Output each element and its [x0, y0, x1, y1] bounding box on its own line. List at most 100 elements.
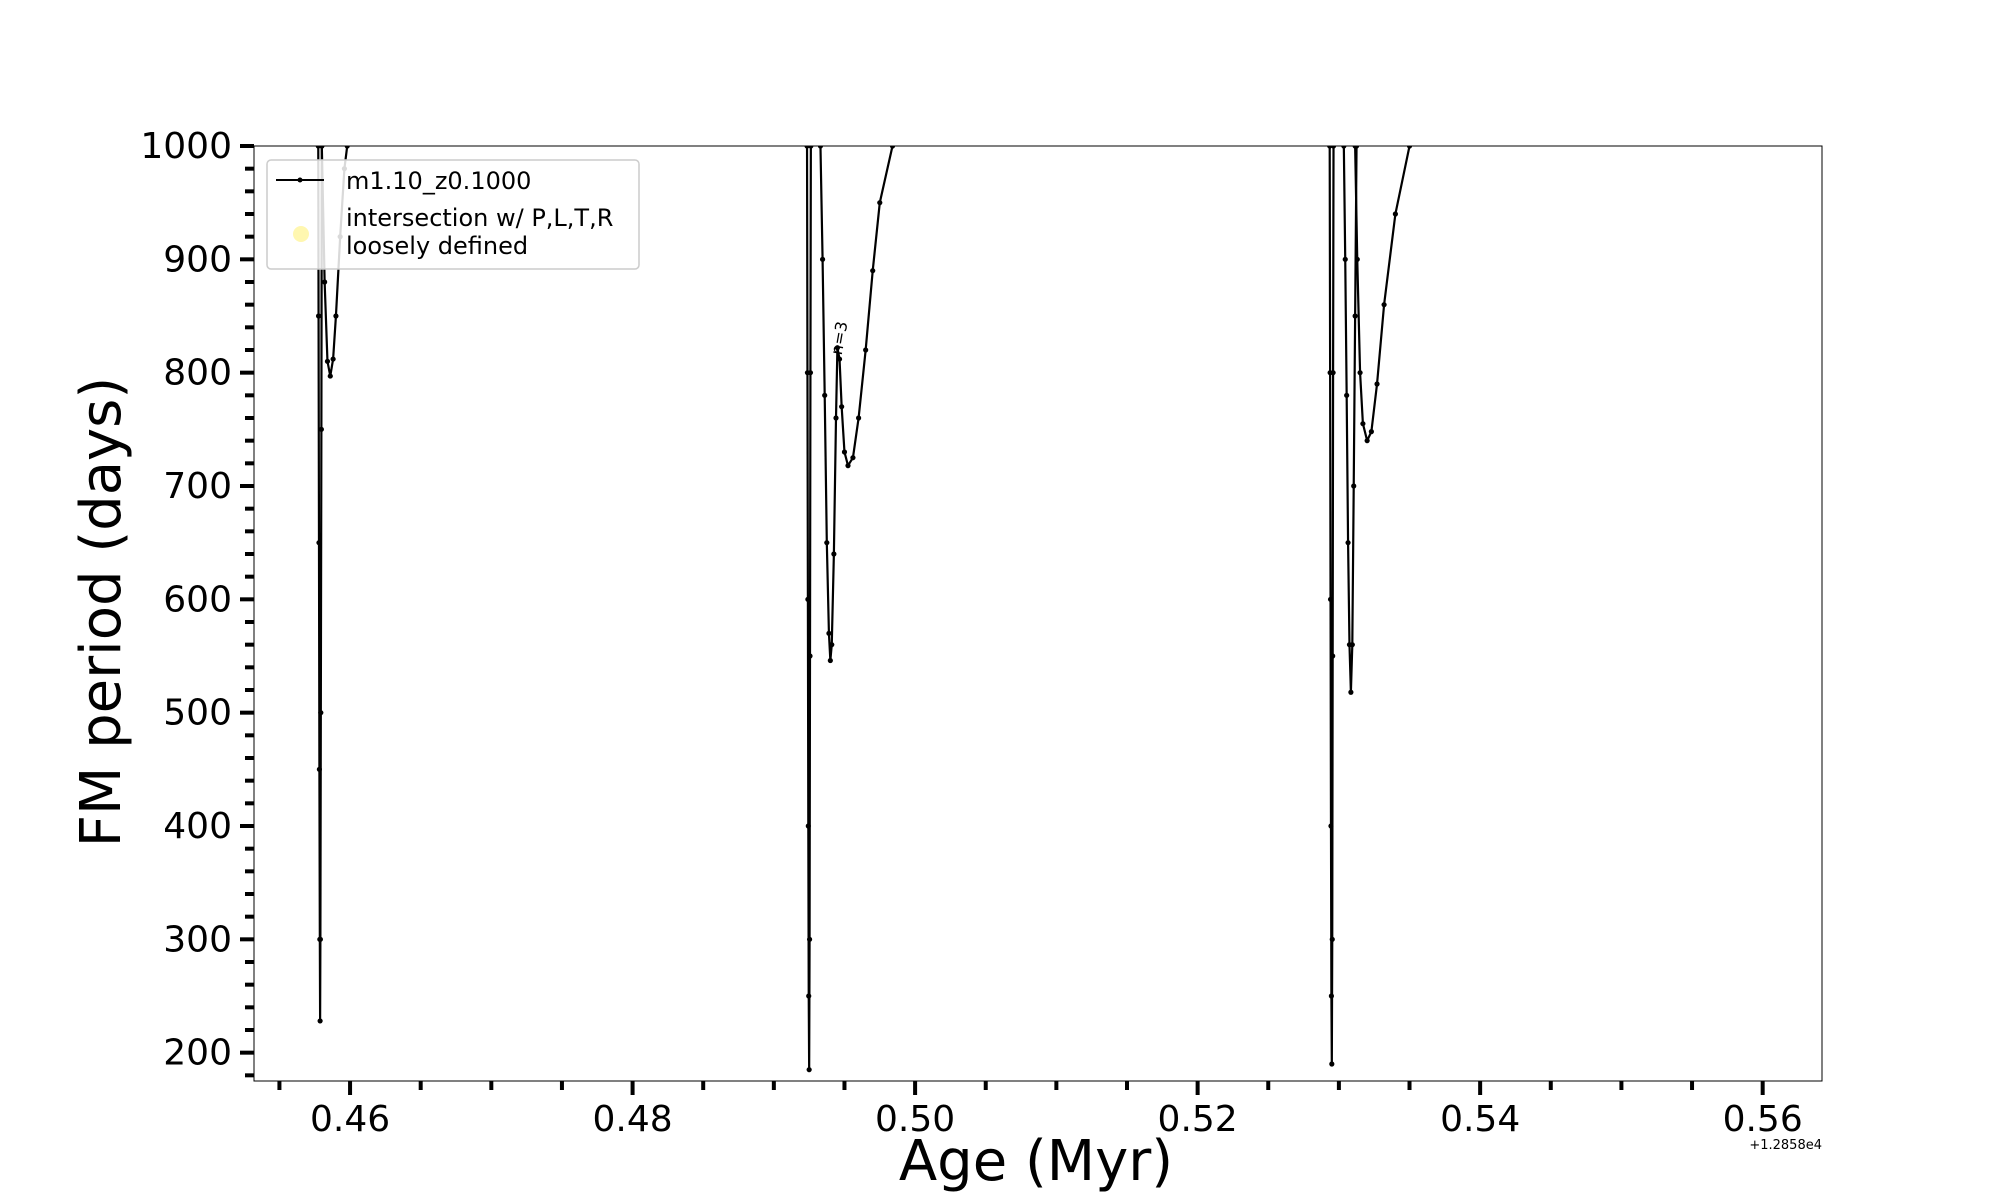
- series-point: [889, 146, 896, 149]
- series-point: [807, 370, 814, 376]
- series-point: [1348, 689, 1354, 695]
- x-tick-label: 0.52: [1158, 1099, 1238, 1140]
- series-point: [808, 146, 814, 149]
- series-point: [1352, 313, 1358, 319]
- series-point: [1341, 146, 1347, 149]
- series-point: [1330, 370, 1336, 376]
- x-axis-label: Age (Myr): [899, 1129, 1173, 1194]
- series-point: [806, 1067, 812, 1073]
- series-point: [1328, 823, 1334, 829]
- x-axis-offset-label: +1.2858e4: [1749, 1138, 1822, 1153]
- x-tick-label: 0.48: [593, 1099, 673, 1140]
- series-point: [1392, 211, 1398, 217]
- series-point: [839, 404, 845, 410]
- series-point: [330, 356, 336, 362]
- legend-label-series: m1.10_z0.1000: [346, 167, 531, 195]
- series-point: [1344, 392, 1350, 398]
- series-point: [850, 455, 856, 461]
- series-point: [824, 540, 830, 546]
- series-point: [1329, 936, 1335, 942]
- series-point: [1328, 993, 1334, 999]
- legend-dot-marker: [297, 177, 303, 183]
- series-point: [319, 146, 325, 149]
- x-tick-label: 0.56: [1723, 1099, 1803, 1140]
- series-point: [1349, 642, 1355, 648]
- series-point: [806, 936, 813, 942]
- series-point: [324, 358, 331, 364]
- series-line-segment: [1328, 146, 1335, 1066]
- series-line-segment: [1354, 146, 1411, 442]
- y-tick-label: 700: [163, 466, 232, 507]
- series-point: [1368, 429, 1374, 435]
- series-point: [805, 596, 811, 602]
- plot-area-frame: [253, 145, 1823, 1082]
- y-tick-label: 200: [163, 1033, 232, 1074]
- y-tick-label: 900: [163, 239, 232, 280]
- series-point: [318, 710, 324, 716]
- series-line-segment: [317, 146, 323, 1023]
- series-point: [318, 426, 324, 432]
- series-point: [1364, 438, 1370, 444]
- x-tick-label: 0.46: [310, 1099, 390, 1140]
- series-point: [856, 415, 862, 421]
- series-point: [316, 540, 322, 546]
- legend-circle-marker: [293, 226, 309, 242]
- series-point: [877, 200, 883, 206]
- series-point: [836, 356, 843, 362]
- series-point: [344, 146, 350, 149]
- x-tick-label: 0.54: [1440, 1099, 1520, 1140]
- y-axis-label: FM period (days): [69, 377, 134, 847]
- series-point: [1406, 146, 1413, 149]
- legend: m1.10_z0.1000 intersection w/ P,L,T,R loo…: [266, 159, 640, 270]
- series-line-segment: [805, 146, 812, 1071]
- series-group: [315, 146, 1413, 1073]
- series-layer: [315, 146, 1413, 1073]
- series-point: [870, 268, 876, 274]
- series-point: [1381, 302, 1387, 308]
- ticks-layer: 0.46 0.48 0.50 0.52 0.54 0.56 200 300 400 500 600 7…: [140, 126, 1802, 1140]
- series-point: [317, 1018, 323, 1024]
- series-point: [1330, 146, 1337, 149]
- series-point: [806, 993, 812, 999]
- series-point: [807, 653, 813, 659]
- series-point: [831, 551, 837, 557]
- series-point: [834, 345, 841, 351]
- series-line-segment: [1342, 146, 1358, 694]
- series-point: [805, 823, 811, 829]
- series-point: [327, 373, 333, 379]
- series-point: [1354, 256, 1360, 262]
- series-point: [841, 449, 848, 455]
- series-point: [1345, 540, 1351, 546]
- series-point: [845, 463, 851, 469]
- legend-label-intersection: intersection w/ P,L,T,R loosely defined: [346, 204, 613, 260]
- series-point: [826, 630, 832, 636]
- series-point: [822, 392, 828, 398]
- series-point: [833, 415, 839, 421]
- y-tick-label: 1000: [140, 126, 232, 167]
- series-point: [315, 313, 322, 319]
- series-point: [1330, 653, 1336, 659]
- series-point: [1327, 146, 1333, 149]
- series-point: [1351, 483, 1357, 489]
- series-line-segment: [819, 146, 894, 662]
- series-point: [1357, 370, 1363, 376]
- series-point: [1352, 146, 1358, 149]
- series-point: [863, 347, 869, 353]
- y-tick-label: 500: [163, 693, 232, 734]
- series-point: [1342, 256, 1348, 262]
- series-point: [829, 642, 835, 648]
- series-point: [827, 657, 833, 664]
- series-point: [1374, 381, 1380, 387]
- series-point: [817, 146, 824, 149]
- x-tick-label: 0.50: [875, 1099, 955, 1140]
- series-point: [1329, 1061, 1335, 1067]
- series-point: [322, 279, 328, 285]
- series-point: [316, 766, 322, 772]
- series-point: [819, 256, 826, 262]
- series-point: [1360, 421, 1366, 427]
- series-point: [333, 313, 339, 319]
- y-tick-label: 600: [163, 579, 232, 620]
- y-tick-label: 400: [163, 806, 232, 847]
- legend-label-line: intersection w/ P,L,T,R: [346, 204, 613, 232]
